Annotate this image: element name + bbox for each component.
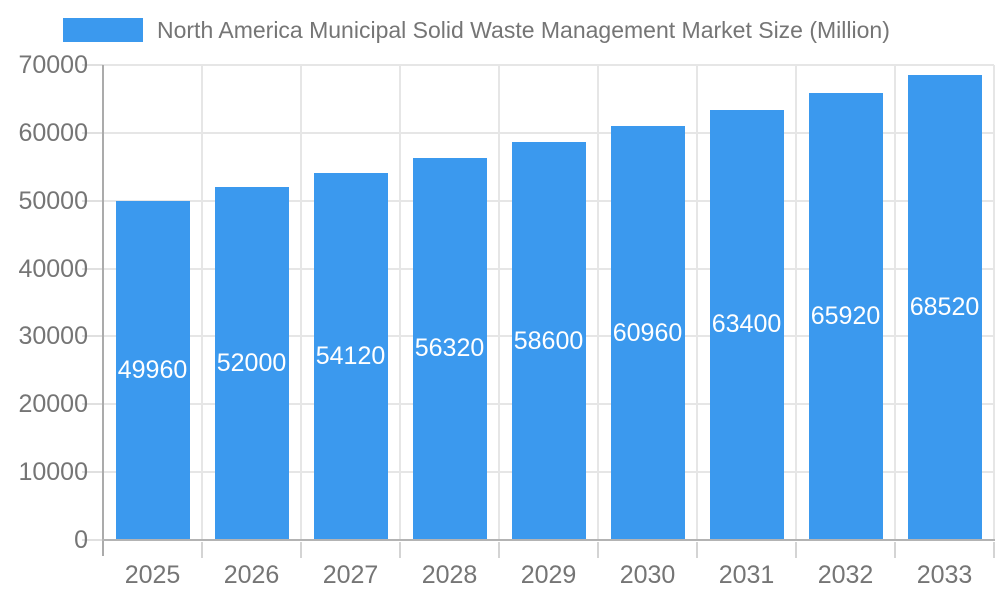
bar-value-label: 68520 — [909, 293, 980, 322]
gridline-horizontal — [103, 64, 994, 66]
x-axis-tick-label-2026: 2026 — [223, 561, 280, 589]
x-axis-tick-label-2028: 2028 — [421, 561, 478, 589]
x-axis-tick-label-2027: 2027 — [322, 561, 379, 589]
y-tick — [82, 539, 103, 541]
bar-value-label: 65920 — [810, 301, 881, 330]
y-tick — [82, 64, 103, 66]
y-axis-tick-label: 0 — [74, 526, 88, 554]
gridline-horizontal — [103, 131, 994, 134]
x-axis-tick-label-2031: 2031 — [718, 561, 775, 589]
y-tick — [82, 131, 103, 134]
x-tick — [597, 542, 599, 558]
x-tick — [894, 542, 896, 558]
bar-2032[interactable]: 65920 — [808, 92, 883, 540]
legend-swatch — [63, 18, 143, 42]
bar-2029[interactable]: 58600 — [511, 142, 586, 540]
bar-2028[interactable]: 56320 — [412, 157, 487, 540]
gridline-vertical — [597, 65, 599, 540]
y-tick — [82, 403, 103, 406]
legend[interactable]: North America Municipal Solid Waste Mana… — [63, 16, 890, 44]
x-tick — [498, 542, 500, 558]
x-tick — [696, 542, 698, 558]
x-axis-tick-label-2025: 2025 — [124, 561, 181, 589]
bar-value-label: 52000 — [216, 349, 287, 378]
y-axis-tick-label: 30000 — [18, 322, 88, 351]
x-axis-tick-label-2030: 2030 — [619, 561, 676, 589]
y-tick — [82, 267, 103, 270]
bar-2027[interactable]: 54120 — [313, 172, 388, 540]
gridline-vertical — [201, 65, 203, 540]
x-tick — [300, 542, 302, 558]
y-tick — [82, 471, 103, 474]
x-tick — [993, 542, 995, 558]
x-tick — [201, 542, 203, 558]
y-tick — [82, 199, 103, 202]
y-axis-tick-label: 10000 — [18, 458, 88, 487]
gridline-vertical — [795, 65, 797, 540]
x-tick — [399, 542, 401, 558]
gridline-vertical — [993, 65, 995, 540]
bar-value-label: 63400 — [711, 310, 782, 339]
bar-2026[interactable]: 52000 — [214, 187, 289, 540]
bar-value-label: 54120 — [315, 341, 386, 370]
y-axis-tick-label: 70000 — [18, 51, 88, 79]
bar-value-label: 58600 — [513, 326, 584, 355]
bar-value-label: 56320 — [414, 334, 485, 363]
bar-2033[interactable]: 68520 — [907, 75, 982, 540]
plot-area: 49960 52000 54120 56320 58600 60960 63400 65920… — [82, 64, 995, 558]
y-axis-tick-label: 40000 — [18, 254, 88, 283]
gridline-vertical — [300, 65, 302, 540]
bar-2031[interactable]: 63400 — [709, 109, 784, 540]
legend-label: North America Municipal Solid Waste Mana… — [157, 16, 890, 43]
y-axis-tick-label: 20000 — [18, 390, 88, 419]
bar-value-label: 49960 — [117, 356, 188, 384]
y-axis-tick-label: 50000 — [18, 186, 88, 215]
gridline-vertical — [696, 65, 698, 540]
y-tick — [82, 335, 103, 338]
bar-value-label: 60960 — [612, 318, 683, 347]
gridline-vertical — [399, 65, 401, 540]
x-axis-tick-label-2033: 2033 — [916, 561, 973, 589]
x-axis-tick-label-2032: 2032 — [817, 561, 874, 589]
bar-2025[interactable]: 49960 — [115, 201, 190, 540]
gridline-vertical — [894, 65, 896, 540]
bar-2030[interactable]: 60960 — [610, 126, 685, 540]
x-tick — [795, 542, 797, 558]
x-axis-tick-label-2029: 2029 — [520, 561, 577, 589]
y-axis-tick-label: 60000 — [18, 118, 88, 147]
x-axis-line — [102, 539, 995, 541]
y-axis-line — [102, 65, 104, 556]
gridline-vertical — [498, 65, 500, 540]
